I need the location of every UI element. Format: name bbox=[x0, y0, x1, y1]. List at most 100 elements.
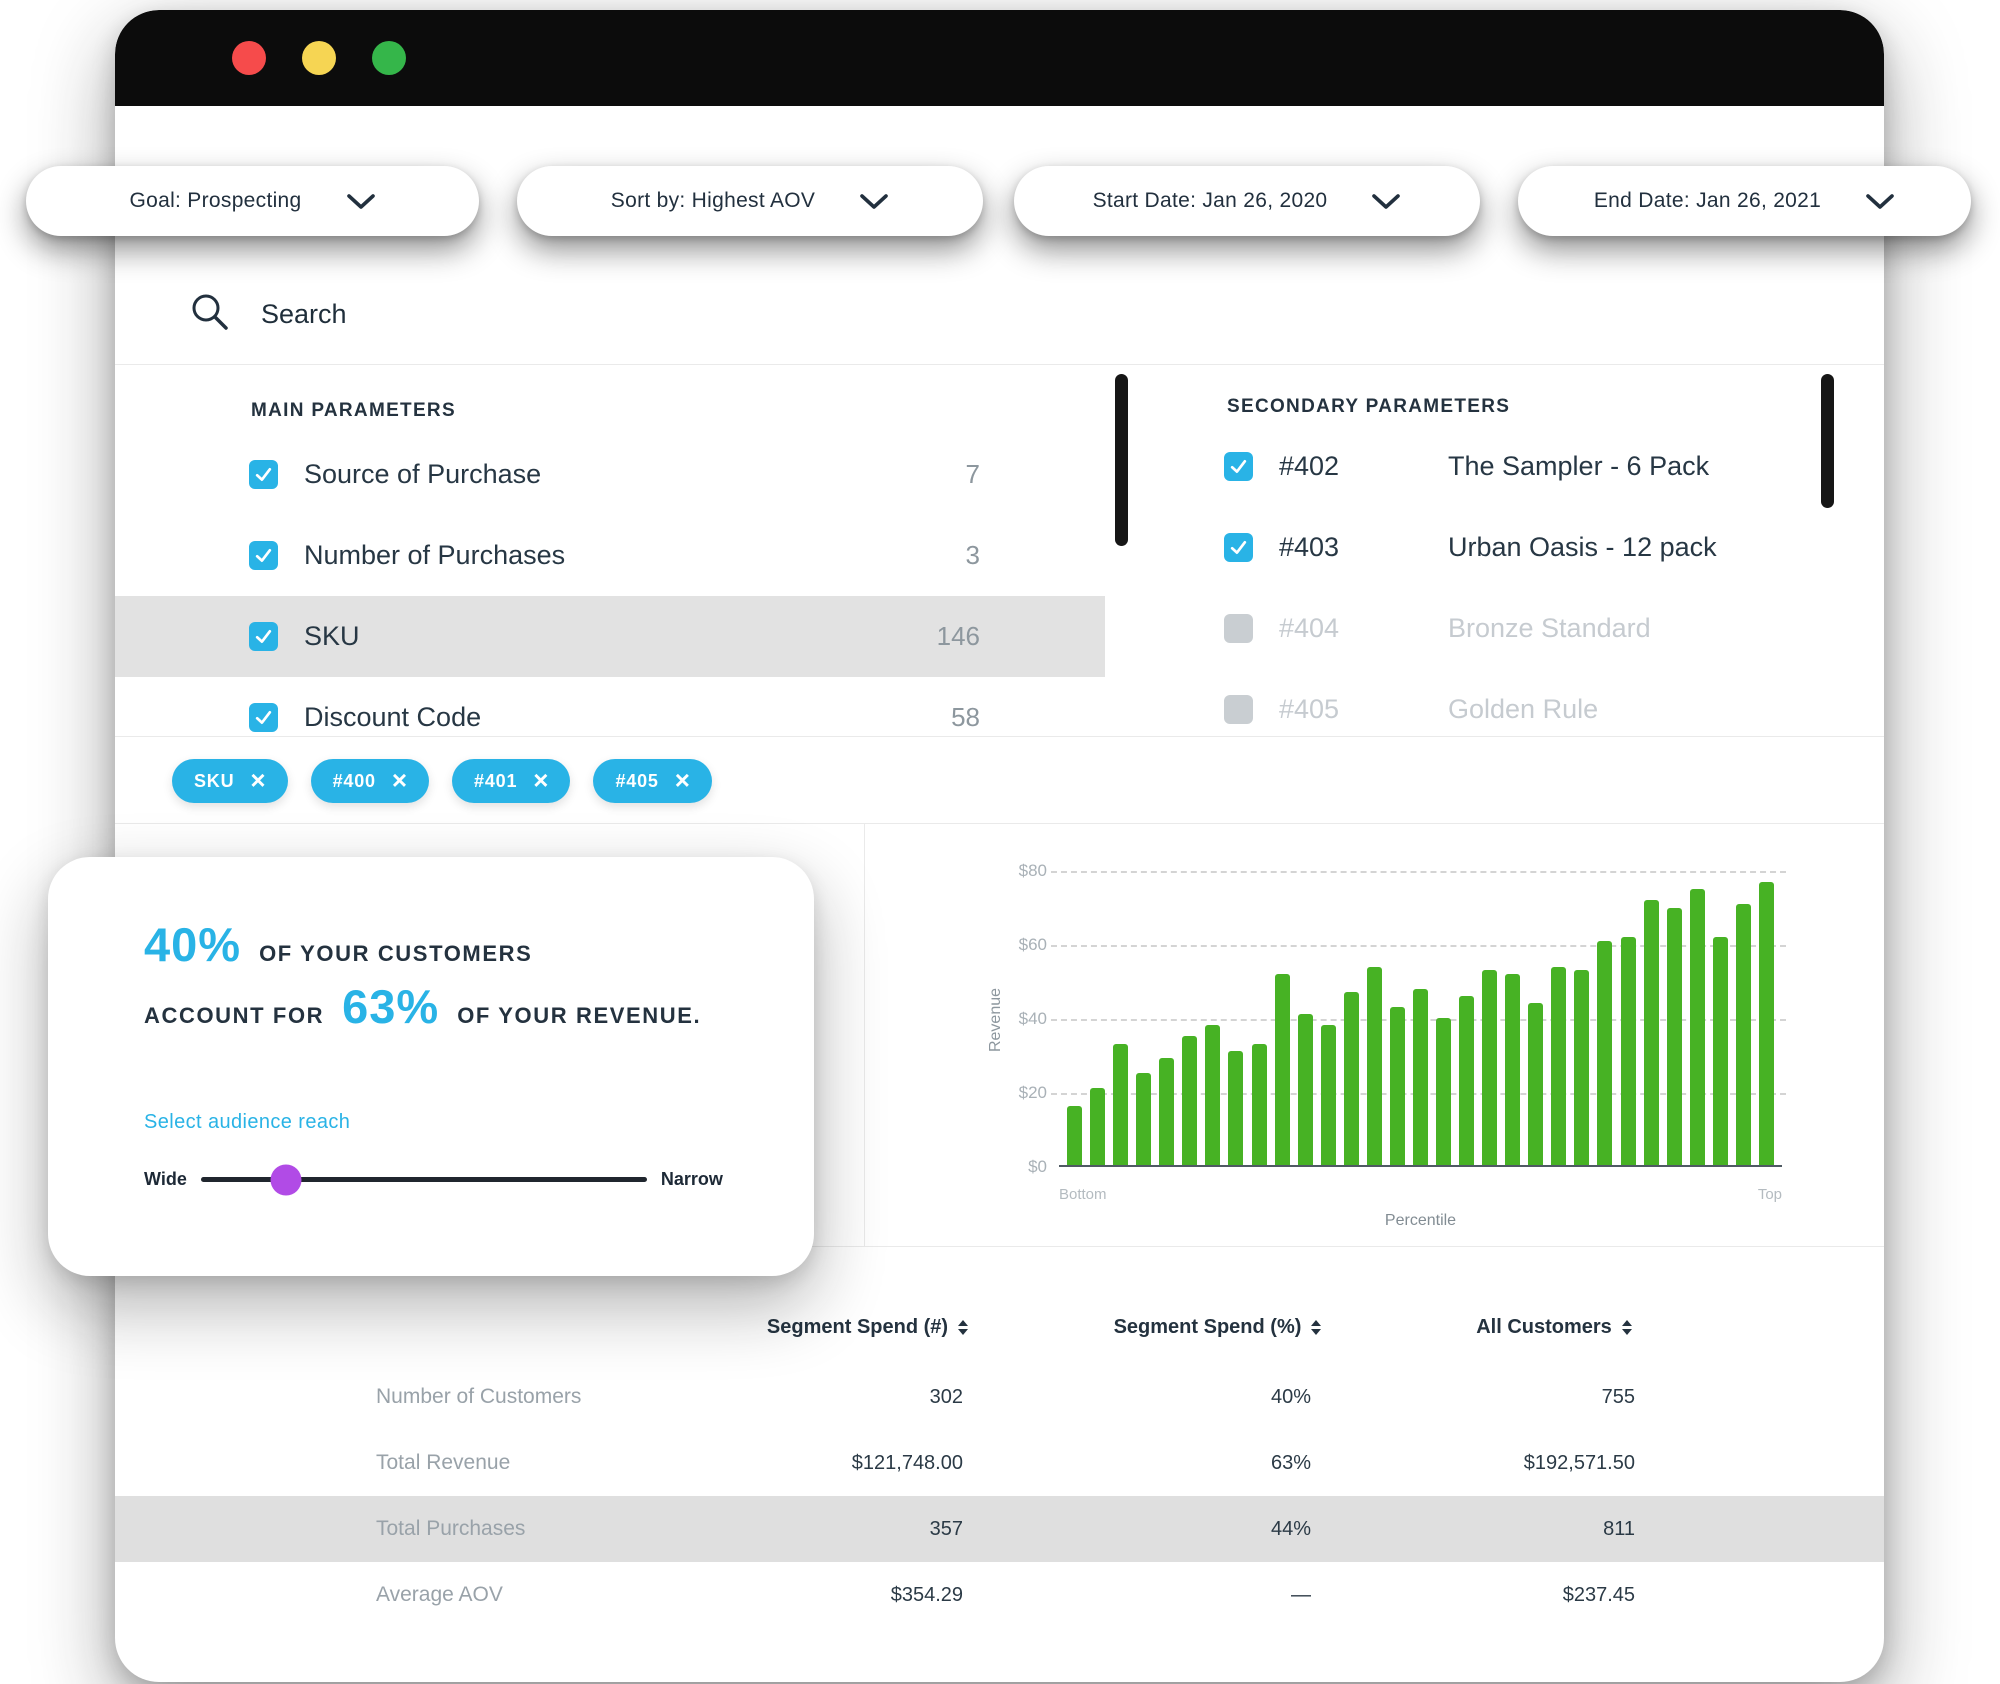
y-tick-label: $20 bbox=[1018, 1083, 1047, 1102]
filter-chip[interactable]: SKU × bbox=[172, 759, 288, 803]
table-row: Average AOV $354.29 — $237.45 bbox=[115, 1562, 1884, 1628]
secondary-parameters-panel: SECONDARY PARAMETERS #402 The Sampler - 6… bbox=[1135, 364, 1884, 736]
table-row: Number of Customers 302 40% 755 bbox=[115, 1364, 1884, 1430]
sku-label: Golden Rule bbox=[1448, 694, 1599, 724]
table-column-header[interactable]: All Customers bbox=[1375, 1316, 1733, 1339]
parameter-row[interactable]: Source of Purchase 7 bbox=[115, 434, 1105, 515]
secondary-parameters-list: #402 The Sampler - 6 Pack #403 Urban Oasis … bbox=[1135, 426, 1884, 736]
revenue-prefix: ACCOUNT FOR bbox=[144, 1003, 325, 1028]
bar bbox=[1459, 995, 1475, 1165]
close-window-button[interactable] bbox=[232, 41, 266, 75]
cell-value: 63% bbox=[1270, 1451, 1311, 1474]
bar bbox=[1251, 1043, 1267, 1165]
revenue-percentage: 63% bbox=[342, 980, 440, 1033]
row-label: Total Purchases bbox=[376, 1517, 526, 1540]
remove-chip-icon[interactable]: × bbox=[250, 764, 266, 795]
sort-icon[interactable] bbox=[1311, 1319, 1322, 1335]
bar bbox=[1389, 1006, 1405, 1165]
table-column-header[interactable]: Segment Spend (#) bbox=[675, 1316, 1060, 1339]
checkbox-checked-icon[interactable] bbox=[249, 541, 278, 570]
search-input[interactable] bbox=[261, 292, 1021, 336]
table-header-row: Segment Spend (#) Segment Spend (%) All Cu… bbox=[115, 1246, 1884, 1364]
sort-icon[interactable] bbox=[958, 1319, 969, 1335]
parameter-row[interactable]: SKU 146 bbox=[115, 596, 1105, 677]
divider bbox=[115, 823, 1884, 824]
slider-track[interactable] bbox=[200, 1164, 647, 1195]
bar bbox=[1505, 973, 1521, 1165]
parameter-row[interactable]: Discount Code 58 bbox=[115, 677, 1105, 736]
chevron-down-icon bbox=[1372, 193, 1401, 209]
sort-desc-icon bbox=[958, 1328, 969, 1335]
app-window: MAIN PARAMETERS Source of Purchase 7 Numbe… bbox=[115, 10, 1884, 1682]
bar bbox=[1689, 889, 1705, 1165]
divider bbox=[864, 823, 865, 1246]
checkbox-checked-icon[interactable] bbox=[249, 460, 278, 489]
segment-table: Segment Spend (#) Segment Spend (%) All Cu… bbox=[115, 1246, 1884, 1628]
filter-chip[interactable]: #405 × bbox=[593, 759, 712, 803]
checkbox-unchecked-icon[interactable] bbox=[1224, 695, 1253, 724]
filter-chip[interactable]: #401 × bbox=[452, 759, 571, 803]
filter-dropdown-sort[interactable]: Sort by: Highest AOV bbox=[517, 166, 983, 236]
sku-row[interactable]: #404 Bronze Standard bbox=[1135, 588, 1884, 669]
sku-row[interactable]: #405 Golden Rule bbox=[1135, 669, 1884, 736]
sku-label: Urban Oasis - 12 pack bbox=[1448, 532, 1717, 562]
gridline bbox=[1051, 945, 1786, 947]
filter-dropdown-goal[interactable]: Goal: Prospecting bbox=[26, 166, 479, 236]
sort-icon[interactable] bbox=[1621, 1319, 1632, 1335]
filter-dropdown-end-date[interactable]: End Date: Jan 26, 2021 bbox=[1518, 166, 1971, 236]
chevron-down-icon bbox=[1866, 193, 1894, 209]
chart-plot bbox=[1051, 871, 1786, 1167]
divider bbox=[115, 364, 1884, 365]
slider-wide-label: Wide bbox=[144, 1169, 187, 1189]
x-axis-min-label: Bottom bbox=[1059, 1186, 1107, 1203]
checkbox-unchecked-icon[interactable] bbox=[1224, 614, 1253, 643]
bar bbox=[1551, 966, 1567, 1165]
bar bbox=[1090, 1087, 1106, 1165]
insight-line-revenue: ACCOUNT FOR 63% OF YOUR REVENUE. bbox=[144, 979, 701, 1034]
sku-label: The Sampler - 6 Pack bbox=[1448, 451, 1710, 481]
sort-desc-icon bbox=[1621, 1328, 1632, 1335]
bar bbox=[1412, 988, 1428, 1165]
parameter-row[interactable]: Number of Purchases 3 bbox=[115, 515, 1105, 596]
minimize-window-button[interactable] bbox=[302, 41, 336, 75]
filter-dropdown-label: Start Date: Jan 26, 2020 bbox=[1092, 189, 1328, 212]
bar bbox=[1136, 1073, 1152, 1165]
bar bbox=[1758, 882, 1774, 1165]
checkbox-checked-icon[interactable] bbox=[249, 622, 278, 651]
remove-chip-icon[interactable]: × bbox=[674, 764, 690, 795]
check-icon bbox=[255, 549, 272, 562]
customers-percentage: 40% bbox=[144, 918, 242, 971]
main-parameters-title: MAIN PARAMETERS bbox=[251, 400, 456, 421]
cell-value: 755 bbox=[1601, 1385, 1635, 1408]
fullscreen-window-button[interactable] bbox=[372, 41, 406, 75]
slider-handle[interactable] bbox=[270, 1164, 302, 1195]
filter-dropdown-start-date[interactable]: Start Date: Jan 26, 2020 bbox=[1014, 166, 1480, 236]
insight-card: 40% OF YOUR CUSTOMERS ACCOUNT FOR 63% OF… bbox=[48, 857, 814, 1276]
secondary-parameters-scrollbar[interactable] bbox=[1821, 374, 1834, 508]
cell-value: $121,748.00 bbox=[851, 1451, 963, 1474]
check-icon bbox=[1230, 541, 1247, 554]
audience-reach-label[interactable]: Select audience reach bbox=[144, 1111, 351, 1133]
checkbox-checked-icon[interactable] bbox=[249, 703, 278, 732]
sku-row[interactable]: #402 The Sampler - 6 Pack bbox=[1135, 426, 1884, 507]
row-label: Average AOV bbox=[376, 1583, 503, 1606]
sku-row[interactable]: #403 Urban Oasis - 12 pack bbox=[1135, 507, 1884, 588]
filter-dropdown-label: End Date: Jan 26, 2021 bbox=[1593, 189, 1822, 212]
checkbox-checked-icon[interactable] bbox=[1224, 452, 1253, 481]
bar bbox=[1666, 907, 1682, 1165]
remove-chip-icon[interactable]: × bbox=[391, 764, 408, 795]
main-parameters-scrollbar[interactable] bbox=[1115, 374, 1128, 546]
cell-value: 302 bbox=[929, 1385, 963, 1408]
table-column-header[interactable]: Segment Spend (%) bbox=[1060, 1316, 1375, 1339]
y-tick-label: $80 bbox=[1018, 861, 1047, 880]
remove-chip-icon[interactable]: × bbox=[533, 764, 549, 795]
y-tick-label: $60 bbox=[1018, 935, 1047, 954]
chevron-down-icon bbox=[346, 193, 375, 209]
checkbox-checked-icon[interactable] bbox=[1224, 533, 1253, 562]
filter-chip[interactable]: #400 × bbox=[310, 759, 430, 803]
bar bbox=[1712, 937, 1728, 1165]
cell-value: $237.45 bbox=[1562, 1583, 1635, 1606]
bar bbox=[1597, 940, 1613, 1165]
column-label: Segment Spend (%) bbox=[1113, 1315, 1302, 1338]
cell-value: $192,571.50 bbox=[1523, 1451, 1635, 1474]
